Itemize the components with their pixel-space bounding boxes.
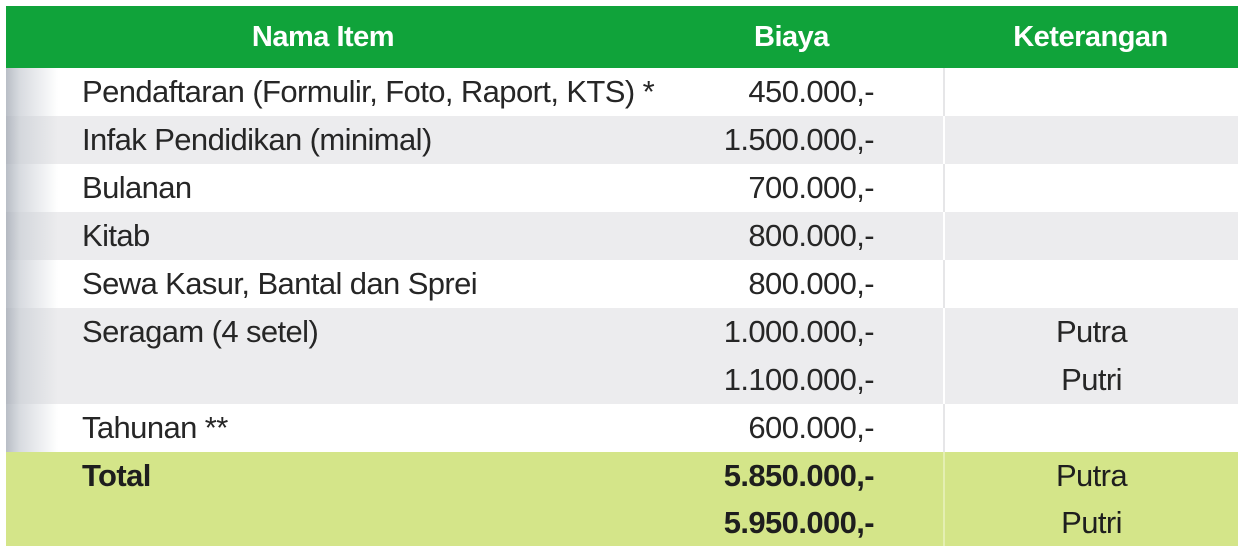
table-row: Seragam (4 setel) 1.000.000,- Putra	[6, 308, 1238, 356]
cost-cell: 600.000,-	[748, 410, 874, 445]
cost-cell: 1.000.000,-	[723, 314, 875, 349]
cost-cell: 1.500.000,-	[723, 122, 875, 157]
total-label: Total	[82, 457, 151, 493]
total-note-cell: Putra	[943, 452, 1238, 499]
header-cost: Biaya	[754, 20, 829, 53]
table-row: Pendaftaran (Formulir, Foto, Raport, KTS…	[6, 68, 1238, 116]
header-item-name: Nama Item	[251, 20, 395, 53]
cost-cell: 700.000,-	[748, 170, 874, 205]
table-row: Bulanan 700.000,-	[6, 164, 1238, 212]
note-cell	[943, 260, 1238, 308]
note-cell: Putra	[943, 308, 1238, 356]
note-cell	[943, 164, 1238, 212]
total-cost-cell: 5.950.000,-	[723, 504, 875, 540]
note-cell	[943, 212, 1238, 260]
total-row: Total 5.850.000,- Putra	[6, 452, 1238, 499]
item-name-cell: Tahunan **	[6, 404, 640, 452]
table-row: Tahunan ** 600.000,-	[6, 404, 1238, 452]
cost-cell: 800.000,-	[748, 218, 874, 253]
note-cell: Putri	[943, 356, 1238, 404]
table-row: Kitab 800.000,-	[6, 212, 1238, 260]
item-name-cell: Seragam (4 setel)	[6, 308, 640, 356]
item-name-cell: Infak Pendidikan (minimal)	[6, 116, 640, 164]
item-name-cell: Kitab	[6, 212, 640, 260]
total-label-empty	[6, 499, 640, 546]
table-row: Sewa Kasur, Bantal dan Sprei 800.000,-	[6, 260, 1238, 308]
total-note-cell: Putri	[943, 499, 1238, 546]
item-name-cell	[6, 356, 640, 404]
note-cell	[943, 68, 1238, 116]
cost-cell: 800.000,-	[748, 266, 874, 301]
item-name-cell: Pendaftaran (Formulir, Foto, Raport, KTS…	[6, 68, 655, 116]
fee-table: Nama Item Biaya Keterangan Pendaftaran (…	[6, 6, 1238, 546]
note-cell	[943, 404, 1238, 452]
table-row: Infak Pendidikan (minimal) 1.500.000,-	[6, 116, 1238, 164]
cost-cell: 450.000,-	[748, 74, 874, 109]
item-name-cell: Bulanan	[6, 164, 640, 212]
cost-cell: 1.100.000,-	[723, 362, 875, 397]
total-section: Total 5.850.000,- Putra 5.950.000,- Putr…	[6, 452, 1238, 546]
table-row: 1.100.000,- Putri	[6, 356, 1238, 404]
item-name-cell: Sewa Kasur, Bantal dan Sprei	[6, 260, 640, 308]
header-note: Keterangan	[1013, 20, 1168, 53]
total-row: 5.950.000,- Putri	[6, 499, 1238, 546]
total-cost-cell: 5.850.000,-	[723, 457, 875, 493]
table-header: Nama Item Biaya Keterangan	[6, 6, 1238, 68]
note-cell	[943, 116, 1238, 164]
